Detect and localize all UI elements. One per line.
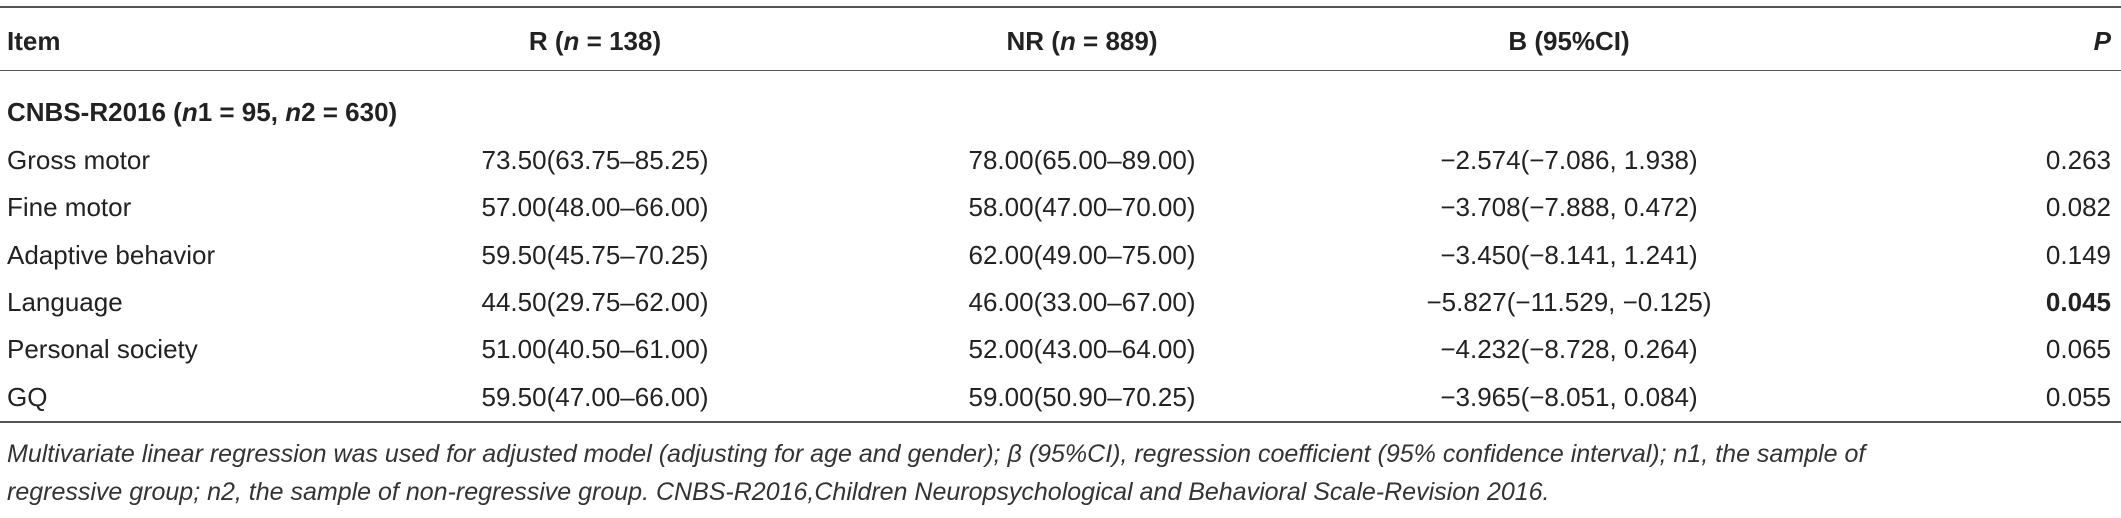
table-cell: −3.965(−8.051, 0.084) — [1440, 381, 1698, 412]
row-label: GQ — [7, 381, 48, 412]
table-cell: 52.00(43.00–64.00) — [968, 334, 1196, 365]
footnote-line: Multivariate linear regression was used … — [7, 440, 1866, 468]
table-cell: 46.00(33.00–67.00) — [968, 286, 1196, 317]
header-cell: P — [2093, 26, 2111, 56]
row-label: Gross motor — [7, 145, 151, 175]
header-text: n — [1059, 26, 1076, 56]
header-text: NR ( — [1006, 26, 1060, 56]
table-cell: 0.065 — [2045, 334, 2111, 365]
footnote-line: regressive group; n2, the sample of non-… — [7, 478, 1550, 506]
top-rule — [0, 6, 2121, 8]
row-label: Language — [7, 286, 123, 317]
table-cell: 62.00(49.00–75.00) — [968, 239, 1196, 270]
bottom-rule — [0, 421, 2121, 423]
table-cell: 44.50(29.75–62.00) — [481, 286, 709, 317]
table-cell: 59.50(47.00–66.00) — [481, 381, 709, 412]
table-cell: 0.082 — [2045, 192, 2111, 223]
table-cell: 0.055 — [2045, 381, 2111, 412]
header-cell: R (n = 138) — [529, 24, 661, 58]
table-cell: 58.00(47.00–70.00) — [968, 192, 1196, 223]
table-cell: 78.00(65.00–89.00) — [968, 145, 1196, 175]
table-cell: 0.263 — [2045, 145, 2111, 175]
table-cell: 0.045 — [2045, 286, 2111, 317]
table-cell: −3.708(−7.888, 0.472) — [1440, 192, 1698, 223]
section-label: CNBS-R2016 (n1 = 95, n2 = 630) — [7, 95, 397, 129]
table-cell: 59.50(45.75–70.25) — [481, 239, 709, 270]
table-cell: −3.450(−8.141, 1.241) — [1440, 239, 1698, 270]
table-cell: −5.827(−11.529, −0.125) — [1426, 286, 1712, 317]
table-cell: 57.00(48.00–66.00) — [481, 192, 709, 223]
table-cell: −2.574(−7.086, 1.938) — [1440, 145, 1698, 175]
section-text: n — [181, 97, 198, 127]
row-label: Personal society — [7, 334, 198, 365]
table-cell: 51.00(40.50–61.00) — [481, 334, 709, 365]
header-cell: Item — [7, 26, 61, 56]
header-cell: NR (n = 889) — [1007, 24, 1158, 58]
header-text: = 138) — [579, 26, 662, 56]
header-text: n — [563, 26, 580, 56]
section-text: CNBS-R2016 ( — [7, 97, 182, 127]
header-text: = 889) — [1075, 26, 1158, 56]
header-cell: B (95%CI) — [1508, 26, 1630, 56]
section-text: n — [285, 97, 302, 127]
row-label: Fine motor — [7, 192, 132, 223]
row-label: Adaptive behavior — [7, 239, 216, 270]
section-text: 2 = 630) — [301, 97, 398, 127]
header-text: R ( — [528, 26, 564, 56]
section-text: 1 = 95, — [197, 97, 286, 127]
table-cell: 0.149 — [2045, 239, 2111, 270]
table-cell: 59.00(50.90–70.25) — [968, 381, 1196, 412]
table-cell: 73.50(63.75–85.25) — [481, 145, 709, 175]
header-rule — [0, 70, 2121, 71]
table-cell: −4.232(−8.728, 0.264) — [1440, 334, 1698, 365]
